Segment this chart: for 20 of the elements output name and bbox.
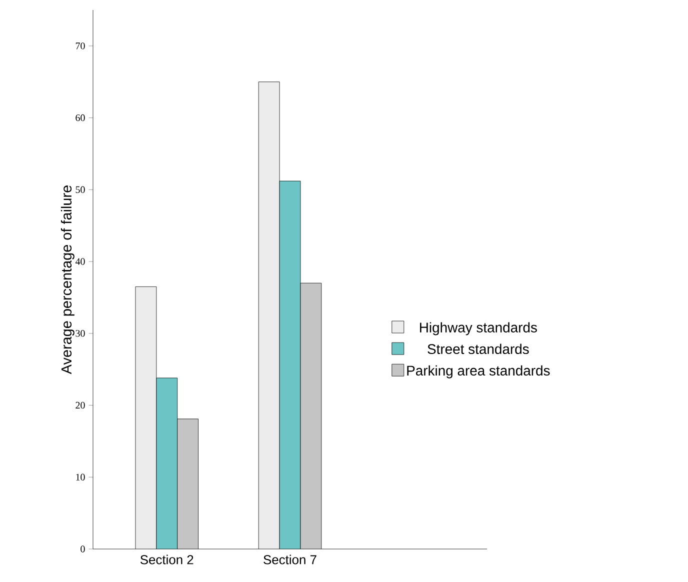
y-tick-label: 40 [75,258,85,265]
y-tick-label: 0 [80,546,85,552]
x-tick-label: Section 2 [140,554,194,564]
y-tick-label: 50 [76,186,85,194]
bar [135,286,156,549]
bar [279,180,301,549]
y-axis-title: Average percentage of failure [60,186,74,374]
bar [177,418,198,549]
legend-label: Highway standards [420,322,537,336]
x-tick-label: Section 7 [264,554,316,564]
y-tick-label: 20 [76,402,85,409]
bar [258,82,280,549]
bar [156,378,178,549]
y-tick-label: 60 [76,114,85,122]
y-tick-label: 70 [76,42,85,50]
y-tick-label: 30 [76,330,85,337]
y-tick-label: 10 [76,474,85,480]
legend-label: Street standards [428,344,529,354]
legend-label: Parking area standards [407,365,550,378]
bar [300,282,322,549]
